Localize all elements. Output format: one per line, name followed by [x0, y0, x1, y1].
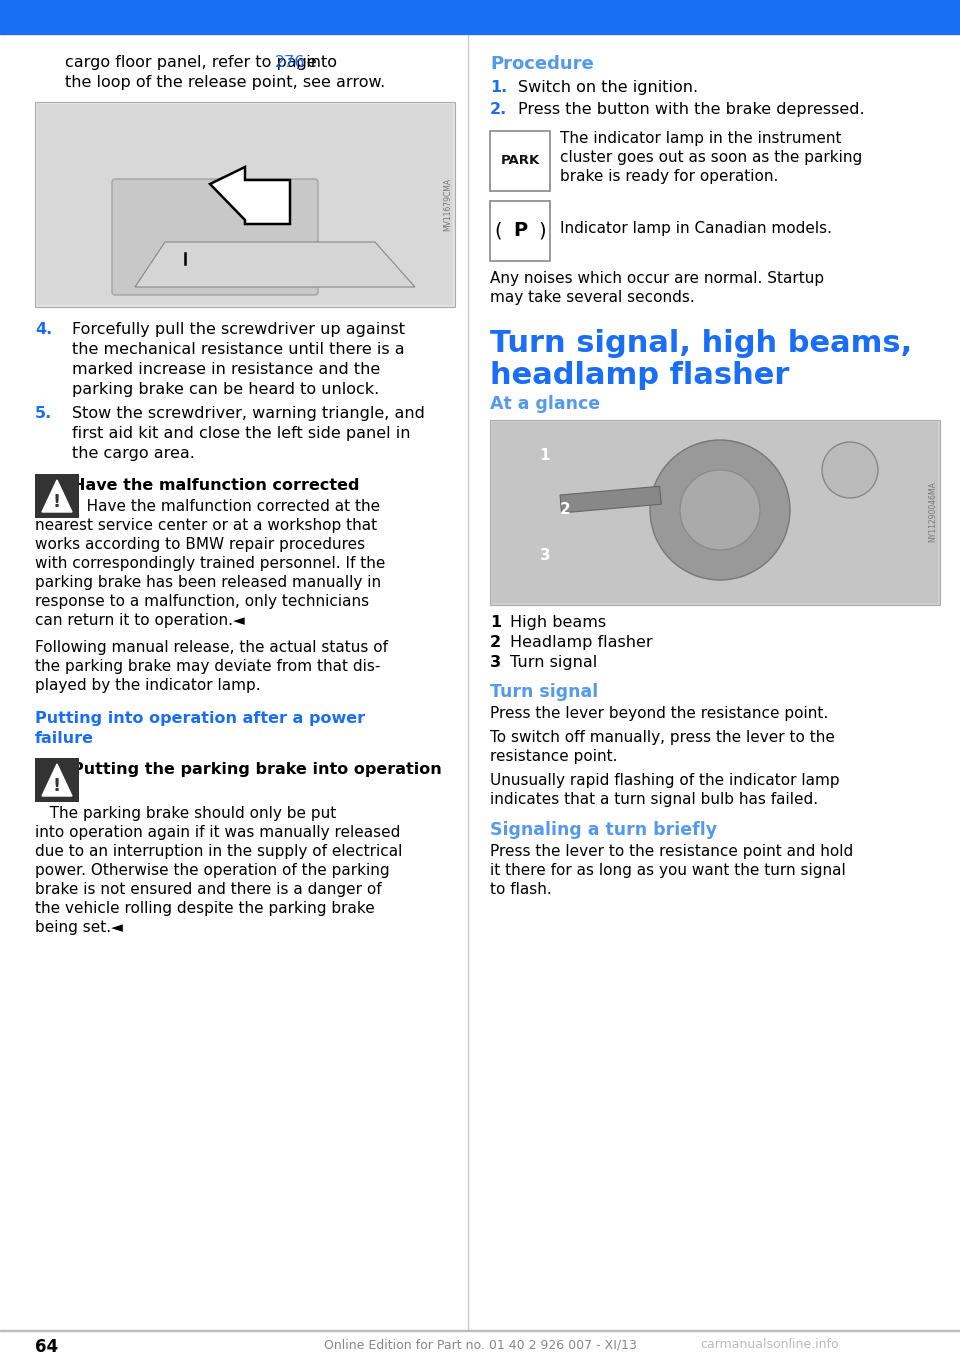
Text: Online Edition for Part no. 01 40 2 926 007 - XI/13: Online Edition for Part no. 01 40 2 926 … — [324, 1337, 636, 1351]
Text: Forcefully pull the screwdriver up against: Forcefully pull the screwdriver up again… — [72, 321, 405, 336]
Text: MV11679CMA: MV11679CMA — [443, 177, 452, 230]
Bar — [0, 0, 960, 31]
Text: carmanualsonline.info: carmanualsonline.info — [700, 1337, 839, 1351]
Text: into operation again if it was manually released: into operation again if it was manually … — [35, 825, 400, 840]
Circle shape — [650, 440, 790, 580]
Bar — [35, 102, 455, 306]
Text: first aid kit and close the left side panel in: first aid kit and close the left side pa… — [72, 426, 411, 441]
Text: Have the malfunction corrected: Have the malfunction corrected — [72, 478, 359, 493]
Text: can return it to operation.◄: can return it to operation.◄ — [35, 613, 245, 628]
Text: Signaling a turn briefly: Signaling a turn briefly — [490, 821, 717, 839]
Text: 5.: 5. — [35, 406, 52, 421]
Text: Following manual release, the actual status of: Following manual release, the actual sta… — [35, 640, 388, 655]
Text: 2.: 2. — [490, 102, 507, 117]
FancyBboxPatch shape — [112, 178, 318, 296]
Text: due to an interruption in the supply of electrical: due to an interruption in the supply of … — [35, 844, 402, 859]
Text: Driving: Driving — [290, 7, 364, 25]
Text: the vehicle rolling despite the parking brake: the vehicle rolling despite the parking … — [35, 902, 374, 917]
Text: cluster goes out as soon as the parking: cluster goes out as soon as the parking — [560, 150, 862, 165]
Text: Putting into operation after a power: Putting into operation after a power — [35, 711, 365, 726]
Text: headlamp flasher: headlamp flasher — [490, 361, 789, 390]
Text: the mechanical resistance until there is a: the mechanical resistance until there is… — [72, 342, 404, 357]
Text: resistance point.: resistance point. — [490, 749, 617, 764]
Bar — [0, 31, 960, 34]
Polygon shape — [42, 479, 72, 512]
Text: 4.: 4. — [35, 321, 52, 336]
Text: !: ! — [53, 776, 61, 795]
Text: NY11290046MA: NY11290046MA — [928, 482, 937, 542]
Text: Press the button with the brake depressed.: Press the button with the brake depresse… — [518, 102, 865, 117]
Polygon shape — [42, 764, 72, 795]
Text: 2: 2 — [560, 503, 570, 518]
Text: Putting the parking brake into operation: Putting the parking brake into operation — [72, 761, 442, 776]
Bar — [490, 419, 940, 605]
Polygon shape — [210, 168, 290, 223]
Text: Indicator lamp in Canadian models.: Indicator lamp in Canadian models. — [560, 221, 832, 236]
Circle shape — [822, 443, 878, 498]
Text: cargo floor panel, refer to page: cargo floor panel, refer to page — [65, 54, 322, 69]
Polygon shape — [135, 242, 415, 287]
Text: may take several seconds.: may take several seconds. — [490, 290, 695, 305]
Text: Press the lever to the resistance point and hold: Press the lever to the resistance point … — [490, 844, 853, 859]
Text: parking brake can be heard to unlock.: parking brake can be heard to unlock. — [72, 381, 379, 396]
Text: to flash.: to flash. — [490, 883, 552, 898]
Text: brake is not ensured and there is a danger of: brake is not ensured and there is a dang… — [35, 883, 382, 898]
Text: P: P — [513, 222, 527, 241]
Text: High beams: High beams — [510, 616, 606, 631]
Bar — [490, 131, 550, 191]
Text: it there for as long as you want the turn signal: it there for as long as you want the tur… — [490, 864, 846, 878]
Text: 1: 1 — [540, 448, 550, 463]
Text: with correspondingly trained personnel. If the: with correspondingly trained personnel. … — [35, 556, 385, 571]
Text: Stow the screwdriver, warning triangle, and: Stow the screwdriver, warning triangle, … — [72, 406, 425, 421]
Circle shape — [680, 470, 760, 550]
Text: PARK: PARK — [500, 154, 540, 168]
Bar — [37, 104, 453, 305]
Text: At a glance: At a glance — [490, 395, 600, 413]
Text: !: ! — [53, 493, 61, 511]
Text: marked increase in resistance and the: marked increase in resistance and the — [72, 362, 380, 377]
Text: nearest service center or at a workshop that: nearest service center or at a workshop … — [35, 518, 377, 533]
Text: Headlamp flasher: Headlamp flasher — [510, 635, 653, 650]
Text: failure: failure — [35, 731, 94, 746]
Text: the parking brake may deviate from that dis-: the parking brake may deviate from that … — [35, 659, 380, 674]
Text: the loop of the release point, see arrow.: the loop of the release point, see arrow… — [65, 75, 385, 90]
Text: ): ) — [539, 222, 546, 241]
Text: works according to BMW repair procedures: works according to BMW repair procedures — [35, 537, 365, 552]
Text: Switch on the ignition.: Switch on the ignition. — [518, 80, 698, 95]
Text: the cargo area.: the cargo area. — [72, 445, 195, 460]
Bar — [492, 422, 938, 603]
Text: response to a malfunction, only technicians: response to a malfunction, only technici… — [35, 594, 370, 609]
Text: power. Otherwise the operation of the parking: power. Otherwise the operation of the pa… — [35, 864, 390, 878]
Bar — [35, 474, 79, 518]
Text: played by the indicator lamp.: played by the indicator lamp. — [35, 678, 260, 693]
Text: Any noises which occur are normal. Startup: Any noises which occur are normal. Start… — [490, 271, 824, 286]
Text: 3: 3 — [540, 548, 550, 563]
Text: 64: 64 — [35, 1337, 59, 1357]
Text: being set.◄: being set.◄ — [35, 919, 123, 934]
Bar — [560, 486, 661, 513]
Text: 276: 276 — [275, 54, 305, 69]
Text: Turn signal, high beams,: Turn signal, high beams, — [490, 330, 912, 358]
Text: indicates that a turn signal bulb has failed.: indicates that a turn signal bulb has fa… — [490, 791, 818, 808]
Text: Press the lever beyond the resistance point.: Press the lever beyond the resistance po… — [490, 706, 828, 720]
Text: 2: 2 — [490, 635, 501, 650]
Text: brake is ready for operation.: brake is ready for operation. — [560, 169, 779, 184]
Bar — [35, 759, 79, 802]
Text: Controls: Controls — [143, 7, 228, 25]
Text: The indicator lamp in the instrument: The indicator lamp in the instrument — [560, 131, 842, 146]
Text: To switch off manually, press the lever to the: To switch off manually, press the lever … — [490, 730, 835, 745]
Text: The parking brake should only be put: The parking brake should only be put — [35, 806, 336, 821]
Text: , into: , into — [296, 54, 337, 69]
Text: Unusually rapid flashing of the indicator lamp: Unusually rapid flashing of the indicato… — [490, 774, 840, 789]
Text: Turn signal: Turn signal — [510, 655, 597, 670]
Text: Have the malfunction corrected at the: Have the malfunction corrected at the — [72, 498, 380, 513]
Text: Turn signal: Turn signal — [490, 682, 598, 701]
Bar — [490, 202, 550, 262]
Text: (: ( — [494, 222, 502, 241]
Text: 3: 3 — [490, 655, 501, 670]
Text: Procedure: Procedure — [490, 54, 593, 74]
Text: parking brake has been released manually in: parking brake has been released manually… — [35, 575, 381, 590]
Text: 1: 1 — [490, 616, 501, 631]
Text: 1.: 1. — [490, 80, 507, 95]
